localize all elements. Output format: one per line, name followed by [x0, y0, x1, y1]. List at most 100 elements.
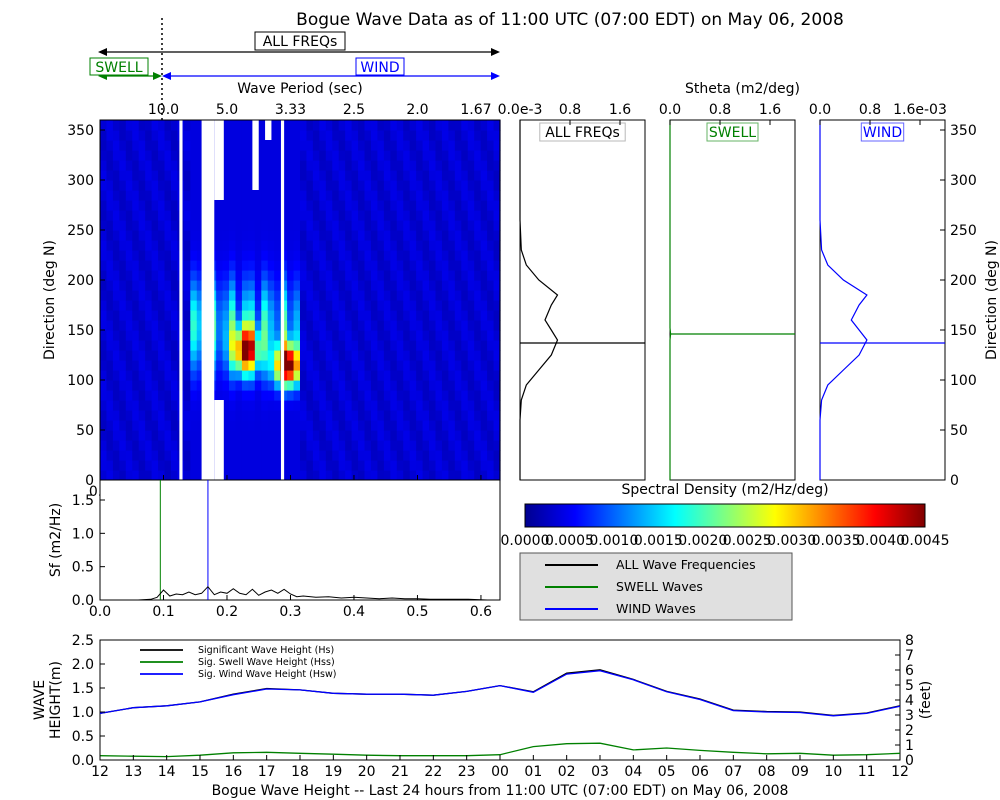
heatmap-cell — [280, 320, 288, 331]
heatmap-cell — [383, 130, 391, 141]
heatmap-cell — [435, 260, 443, 271]
heatmap-cell — [293, 290, 301, 301]
heatmap-cell — [441, 200, 449, 211]
heatmap-cell — [138, 190, 146, 201]
heatmap-cell — [235, 210, 243, 221]
heatmap-cell — [125, 340, 133, 351]
heatmap-cell — [248, 450, 256, 461]
heatmap-cell — [480, 270, 488, 281]
heatmap-cell — [229, 180, 237, 191]
heatmap-cell — [487, 300, 495, 311]
heatmap-cell — [338, 460, 346, 471]
heatmap-cell — [467, 210, 475, 221]
heatmap-cell — [306, 130, 314, 141]
heatmap-cell — [229, 150, 237, 161]
heatmap-cell — [454, 350, 462, 361]
heatmap-cell — [338, 120, 346, 131]
heatmap-cell — [151, 330, 159, 341]
heatmap-cell — [467, 310, 475, 321]
heatmap-cell — [112, 460, 120, 471]
heatmap-cell — [138, 270, 146, 281]
heatmap-cell — [132, 190, 140, 201]
heatmap-cell — [441, 350, 449, 361]
heatmap-cell — [364, 240, 372, 251]
heatmap-cell — [241, 250, 249, 261]
heatmap-cell — [196, 120, 204, 131]
heatmap-cell — [196, 250, 204, 261]
heatmap-cell — [383, 240, 391, 251]
heatmap-cell — [119, 320, 127, 331]
heatmap-cell — [274, 380, 282, 391]
heatmap-cell — [319, 280, 327, 291]
heatmap-cell — [261, 260, 269, 271]
heatmap-cell — [351, 380, 359, 391]
heatmap-cell — [332, 350, 340, 361]
heatmap-cell — [164, 250, 172, 261]
heatmap-cell — [358, 280, 366, 291]
heatmap-cell — [461, 160, 469, 171]
heatmap-cell — [229, 400, 237, 411]
heatmap-cell — [287, 450, 295, 461]
heatmap-cell — [409, 400, 417, 411]
heatmap-cell — [306, 180, 314, 191]
heatmap-cell — [300, 160, 308, 171]
heatmap-cell — [493, 240, 501, 251]
heatmap-cell — [100, 190, 108, 201]
heatmap-cell — [396, 350, 404, 361]
heatmap-cell — [461, 150, 469, 161]
heatmap-cell — [370, 420, 379, 431]
heatmap-cell — [351, 130, 359, 141]
heatmap-cell — [351, 460, 359, 471]
heatmap-cell — [235, 330, 243, 341]
heatmap-cell — [170, 240, 179, 251]
heatmap-cell — [287, 360, 295, 371]
heatmap-cell — [493, 130, 501, 141]
heatmap-cell — [170, 420, 179, 431]
height-right-tick-label: 0 — [905, 753, 914, 769]
heatmap-cell — [409, 250, 417, 261]
heatmap-cell — [351, 290, 359, 301]
heatmap-cell — [332, 210, 340, 221]
heatmap-cell — [164, 270, 172, 281]
heatmap-cell — [441, 440, 449, 451]
heatmap-cell — [261, 440, 269, 451]
heatmap-cell — [493, 390, 501, 401]
heatmap-cell — [332, 140, 340, 151]
heatmap-cell — [248, 390, 256, 401]
heatmap-cell — [409, 430, 417, 441]
heatmap-cell — [325, 170, 333, 181]
heatmap-cell — [106, 300, 114, 311]
heatmap-cell — [390, 420, 398, 431]
right-y-tick-label: 150 — [950, 323, 977, 339]
heatmap-cell — [222, 240, 230, 251]
height-x-tick-label: 23 — [458, 764, 476, 780]
wind-label: WIND — [360, 60, 399, 76]
heatmap-cell — [474, 270, 482, 281]
heatmap-cell — [132, 390, 140, 401]
heatmap-cell — [306, 310, 314, 321]
heatmap-cell — [480, 400, 488, 411]
heatmap-cell — [422, 250, 430, 261]
y-axis-label: Direction (deg N) — [42, 240, 58, 360]
heatmap-cell — [267, 200, 275, 211]
heatmap-cell — [106, 210, 114, 221]
heatmap-cell — [132, 370, 140, 381]
heatmap-cell — [487, 130, 495, 141]
heatmap-cell — [254, 220, 262, 231]
heatmap-cell — [158, 210, 166, 221]
heatmap-cell — [345, 240, 353, 251]
heatmap-cell — [422, 470, 430, 481]
heatmap-cell — [125, 460, 133, 471]
heatmap-cell — [441, 260, 449, 271]
heatmap-cell — [474, 140, 482, 151]
heatmap-cell — [364, 210, 372, 221]
heatmap-cell — [100, 180, 108, 191]
heatmap-cell — [216, 360, 224, 371]
heatmap-cell — [435, 140, 443, 151]
heatmap-cell — [132, 460, 140, 471]
heatmap-cell — [474, 280, 482, 291]
heatmap-cell — [267, 440, 275, 451]
heatmap-cell — [170, 450, 179, 461]
heatmap-cell — [248, 420, 256, 431]
heatmap-cell — [235, 450, 243, 461]
